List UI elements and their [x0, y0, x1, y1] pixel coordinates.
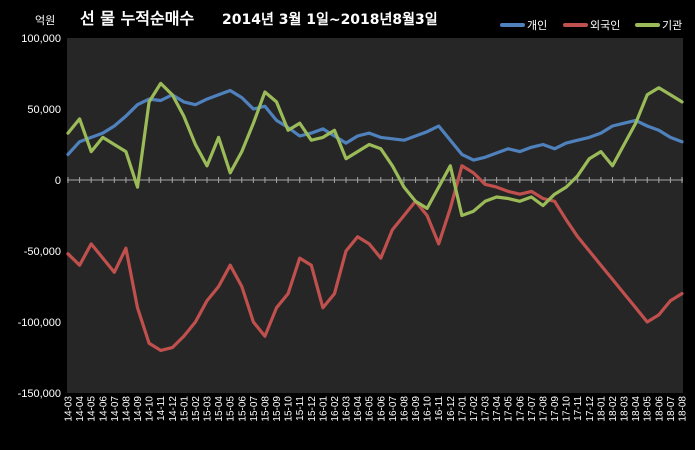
legend-label: 개인 — [527, 19, 547, 32]
x-tick-label: 15-04 — [214, 396, 225, 422]
x-tick-label: 15-07 — [249, 396, 260, 422]
x-tick-label: 15-09 — [272, 396, 283, 422]
series-line-외국인 — [66, 164, 684, 352]
legend-item-기관: 기관 — [635, 19, 682, 32]
x-tick-label: 17-03 — [481, 396, 492, 422]
y-tick-label: 100,000 — [21, 33, 61, 45]
x-tick-label: 16-11 — [434, 396, 445, 421]
x-tick-label: 17-06 — [515, 396, 526, 422]
x-tick-label: 14-07 — [110, 396, 121, 422]
series-line-기관 — [66, 81, 684, 218]
x-tick-label: 17-07 — [527, 396, 538, 422]
x-tick-label: 18-04 — [631, 396, 642, 422]
x-tick-label: 17-08 — [539, 396, 550, 422]
x-tick-label: 17-04 — [492, 396, 503, 422]
x-tick-label: 14-04 — [75, 396, 86, 422]
x-tick-label: 18-06 — [654, 396, 665, 422]
x-tick-label: 16-01 — [318, 396, 329, 422]
y-tick-label: -50,000 — [24, 246, 61, 258]
x-tick-label: 16-12 — [446, 396, 457, 422]
x-tick-label: 17-10 — [562, 396, 573, 422]
x-tick-label: 14-11 — [156, 396, 167, 421]
legend-item-개인: 개인 — [500, 19, 547, 32]
x-tick-label: 16-09 — [411, 396, 422, 422]
chart-title: 선 물 누적순매수 — [80, 9, 194, 28]
x-tick-label: 18-08 — [678, 396, 689, 422]
x-tick-label: 14-12 — [168, 396, 179, 422]
plot-area — [67, 38, 683, 393]
x-tick-label: 15-12 — [307, 396, 318, 422]
x-tick-label: 17-11 — [573, 396, 584, 421]
legend: 개인 외국인 기관 — [500, 19, 682, 32]
y-unit-label: 억원 — [35, 14, 55, 27]
x-tick-label: 15-03 — [203, 396, 214, 422]
zero-axis — [67, 177, 683, 183]
x-tick-label: 14-09 — [133, 396, 144, 422]
y-tick-label: 50,000 — [27, 104, 61, 116]
legend-label: 기관 — [662, 19, 682, 32]
x-tick-label: 16-06 — [376, 396, 387, 422]
x-tick-label: 17-02 — [469, 396, 480, 422]
x-tick-label: 15-02 — [191, 396, 202, 422]
x-tick-label: 14-06 — [98, 396, 109, 422]
x-tick-label: 15-01 — [179, 396, 190, 422]
x-tick-label: 16-08 — [400, 396, 411, 422]
x-tick-label: 14-08 — [121, 396, 132, 422]
x-tick-label: 17-12 — [585, 396, 596, 422]
x-axis: 14-03 14-04 14-05 14-06 14-07 14-08 14-09 14-10… — [64, 396, 689, 422]
y-tick-label: -100,000 — [18, 317, 61, 329]
series-line-개인 — [66, 88, 684, 162]
x-tick-label: 18-02 — [608, 396, 619, 422]
x-tick-label: 15-11 — [295, 396, 306, 421]
x-tick-label: 15-06 — [237, 396, 248, 422]
x-tick-label: 14-05 — [87, 396, 98, 422]
y-tick-label: -150,000 — [18, 388, 61, 400]
x-tick-label: 15-10 — [284, 396, 295, 422]
y-tick-label: 0 — [55, 175, 61, 187]
x-tick-label: 16-07 — [388, 396, 399, 422]
legend-item-외국인: 외국인 — [563, 19, 620, 32]
legend-label: 외국인 — [590, 19, 620, 32]
chart-subtitle: 2014년 3월 1일~2018년8월3일 — [222, 11, 438, 28]
x-tick-label: 15-05 — [226, 396, 237, 422]
x-tick-label: 14-03 — [64, 396, 75, 422]
x-tick-label: 15-08 — [260, 396, 271, 422]
x-tick-label: 18-05 — [643, 396, 654, 422]
x-tick-label: 16-02 — [330, 396, 341, 422]
x-tick-label: 18-07 — [666, 396, 677, 422]
x-tick-label: 16-04 — [353, 396, 364, 422]
x-tick-label: 16-10 — [423, 396, 434, 422]
x-tick-label: 14-10 — [145, 396, 156, 422]
x-tick-label: 16-03 — [342, 396, 353, 422]
series-lines — [66, 81, 684, 352]
x-tick-label: 17-05 — [504, 396, 515, 422]
x-tick-label: 18-01 — [596, 396, 607, 422]
x-tick-label: 18-03 — [620, 396, 631, 422]
x-tick-label: 16-05 — [365, 396, 376, 422]
x-tick-label: 17-01 — [457, 396, 468, 422]
y-axis: 100,000 50,000 0 -50,000 -100,000 -150,000 — [18, 33, 61, 400]
x-tick-label: 17-09 — [550, 396, 561, 422]
